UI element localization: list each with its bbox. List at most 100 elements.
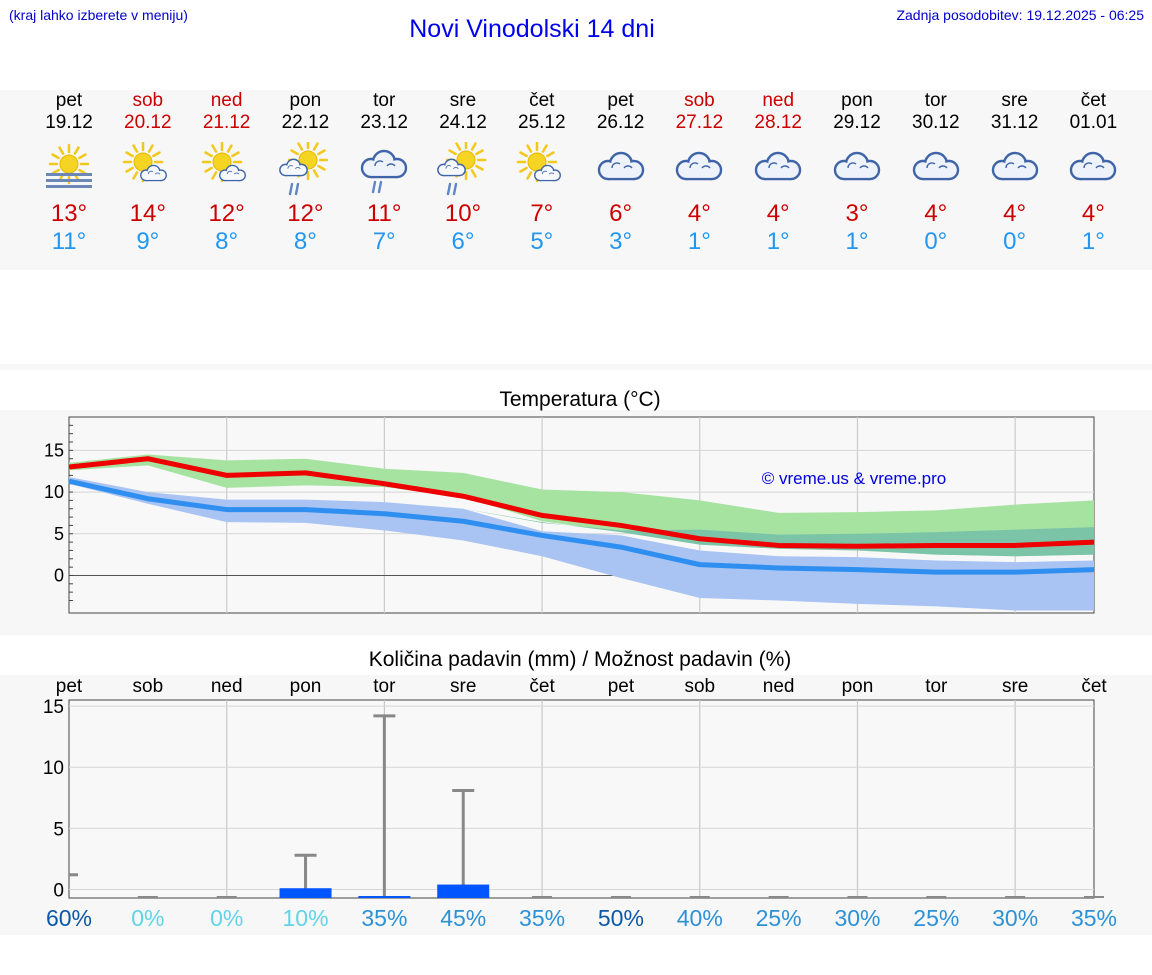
high-temp: 14° xyxy=(129,200,166,227)
high-temp: 12° xyxy=(287,200,324,227)
x-day-label: pon xyxy=(842,676,874,697)
cloud-shape xyxy=(279,158,309,177)
high-temp: 11° xyxy=(366,200,402,227)
x-day-label: pon xyxy=(290,676,322,697)
precip-bar xyxy=(437,884,490,898)
day-date: 20.12 xyxy=(124,112,172,133)
day-name: sre xyxy=(1001,90,1028,111)
day-name: čet xyxy=(529,90,555,111)
day-date: 23.12 xyxy=(360,112,408,133)
cloud-rain-icon xyxy=(360,149,408,194)
day-column: pon 22.12 12° 8° xyxy=(266,90,344,256)
y-tick-label: 15 xyxy=(44,440,64,460)
day-date: 25.12 xyxy=(518,112,566,133)
x-day-label: sre xyxy=(450,676,476,697)
x-day-label: sob xyxy=(684,676,715,697)
cloud-shape xyxy=(597,151,644,181)
low-temp: 5° xyxy=(530,228,554,255)
fog-line xyxy=(46,173,92,176)
x-day-label: pet xyxy=(608,676,635,697)
low-temp: 11° xyxy=(51,228,87,255)
high-temp: 4° xyxy=(1003,200,1027,227)
probability-label: 45% xyxy=(440,905,486,931)
day-name: ned xyxy=(762,90,795,111)
day-date: 22.12 xyxy=(281,112,330,133)
high-temp: 12° xyxy=(208,200,245,227)
cloud-shape xyxy=(437,158,466,177)
day-date: 21.12 xyxy=(202,112,251,133)
day-column: tor 30.12 4° 0° xyxy=(897,90,975,256)
day-column: sre 31.12 4° 0° xyxy=(976,90,1054,256)
cloud-icon xyxy=(833,151,881,181)
rain-drops xyxy=(371,180,383,194)
y-tick-label: 15 xyxy=(43,697,64,718)
low-temp: 3° xyxy=(609,228,633,255)
plot-area xyxy=(68,699,1095,899)
day-name: pet xyxy=(607,90,634,111)
probability-label: 40% xyxy=(677,905,723,931)
probability-label: 35% xyxy=(519,905,565,931)
min-temp-line xyxy=(68,478,1095,575)
day-column: čet 01.01 4° 1° xyxy=(1054,90,1132,256)
fog-line xyxy=(46,185,92,188)
x-day-label: sob xyxy=(133,676,164,697)
x-day-label: čet xyxy=(529,676,555,697)
temperature-chart-title: Temperatura (°C) xyxy=(499,388,661,411)
low-temp: 1° xyxy=(1081,228,1105,255)
cloud-icon xyxy=(991,151,1038,181)
low-temp: 9° xyxy=(136,228,160,255)
day-date: 27.12 xyxy=(675,112,724,133)
cloud-shape xyxy=(833,151,881,181)
low-temp: 1° xyxy=(766,228,790,255)
day-column: sob 27.12 4° 1° xyxy=(660,90,738,256)
sun-cloud-rain-icon xyxy=(437,142,487,196)
x-day-label: čet xyxy=(1081,676,1107,697)
probability-label: 35% xyxy=(1071,905,1117,931)
day-name: sob xyxy=(684,90,715,111)
cloud-shape xyxy=(991,151,1038,181)
rain-drops xyxy=(446,182,458,196)
day-name: čet xyxy=(1080,90,1107,111)
y-tick-label: 10 xyxy=(43,758,64,779)
day-date: 26.12 xyxy=(596,112,645,133)
high-temp: 4° xyxy=(766,200,790,227)
sun-shape xyxy=(48,143,90,185)
temperature-chart: 0 5 10 15 © vreme.us & vreme.pro xyxy=(44,416,1095,614)
day-name: pon xyxy=(289,90,322,111)
cloud-shape xyxy=(360,149,408,179)
high-temp: 7° xyxy=(530,200,554,227)
high-temp: 10° xyxy=(444,200,482,227)
day-date: 31.12 xyxy=(990,112,1039,133)
probability-label: 0% xyxy=(131,905,164,931)
high-temp: 6° xyxy=(609,200,633,227)
probability-label: 30% xyxy=(834,905,880,931)
max-amount-whisker xyxy=(452,788,475,898)
overlap-band xyxy=(69,477,1094,557)
low-temp: 1° xyxy=(687,228,711,255)
sun-cloud-icon xyxy=(122,142,167,183)
last-update: Zadnja posodobitev: 19.12.2025 - 06:25 xyxy=(896,7,1144,23)
page-title: Novi Vinodolski 14 dni xyxy=(409,15,655,43)
day-column: pet 26.12 6° 3° xyxy=(582,90,660,256)
low-temp: 8° xyxy=(293,228,317,255)
probability-label: 10% xyxy=(283,905,329,931)
cloud-shape xyxy=(1070,151,1117,181)
watermark: © vreme.us & vreme.pro xyxy=(762,469,946,488)
cloud-icon xyxy=(1070,151,1117,181)
day-column: pon 29.12 3° 1° xyxy=(818,90,896,256)
y-tick-label: 0 xyxy=(53,880,64,901)
high-temp: 13° xyxy=(50,200,88,227)
high-temp: 3° xyxy=(845,200,869,227)
day-name: pet xyxy=(55,90,83,111)
high-temp: 4° xyxy=(687,200,711,227)
low-temp: 6° xyxy=(451,228,475,255)
low-temp: 1° xyxy=(845,228,869,255)
probability-label: 35% xyxy=(361,905,407,931)
x-day-label: tor xyxy=(925,676,948,697)
x-day-label: ned xyxy=(763,676,795,697)
day-name: sre xyxy=(449,90,477,111)
cloud-shape xyxy=(139,164,167,182)
low-temp: 8° xyxy=(215,228,239,255)
sun-cloud-icon xyxy=(516,142,561,183)
probability-label: 50% xyxy=(598,905,644,931)
